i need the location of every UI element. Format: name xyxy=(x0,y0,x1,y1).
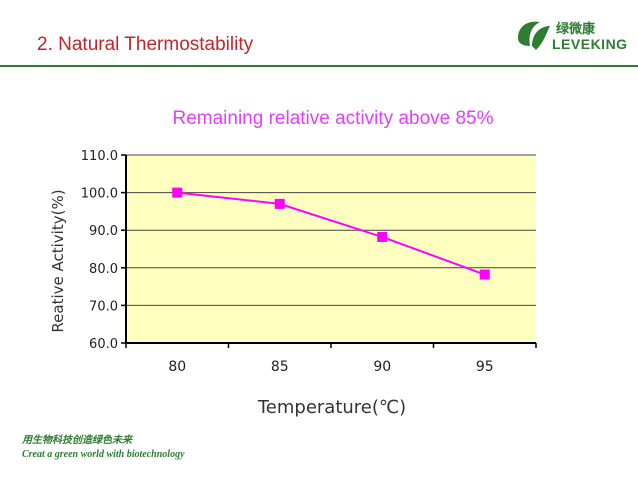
logo-chinese-text: 绿微康 xyxy=(556,22,596,37)
slide-title: 2. Natural Thermostability xyxy=(37,34,254,55)
data-point-marker xyxy=(274,198,285,209)
series-line xyxy=(177,191,486,276)
logo-english-text: LEVEKING xyxy=(552,36,628,52)
y-tick-label: 80.0 xyxy=(89,262,118,277)
axes xyxy=(125,155,537,348)
plot-area xyxy=(126,155,536,343)
x-tick-label: 90 xyxy=(373,359,391,375)
footer-english-slogan: Creat a green world with biotechnology xyxy=(22,449,185,460)
y-tick-label: 60.0 xyxy=(89,337,118,352)
x-axis-label: Temperature(℃) xyxy=(257,397,406,418)
x-tick-label: 95 xyxy=(476,359,494,375)
chart-title: Remaining relative activity above 85% xyxy=(172,108,493,129)
x-tick-label: 80 xyxy=(168,359,186,375)
y-tick-labels: 60.0 70.0 80.0 90.0 100.0 110.0 xyxy=(81,149,118,352)
data-point-marker xyxy=(172,187,183,198)
data-point-marker xyxy=(377,231,388,242)
y-tick-label: 110.0 xyxy=(81,149,118,164)
x-tick-labels: 80 85 90 95 xyxy=(168,359,493,375)
footer-chinese-slogan: 用生物科技创造绿色未来 xyxy=(22,435,132,446)
x-tick-label: 85 xyxy=(271,359,289,375)
y-tick-label: 70.0 xyxy=(89,299,118,314)
y-tick-label: 100.0 xyxy=(81,187,118,202)
data-markers xyxy=(172,187,490,280)
data-point-marker xyxy=(479,269,490,280)
y-axis-label: Reative Activity(%) xyxy=(49,189,67,332)
header-divider xyxy=(0,65,638,67)
leaf-logo-icon xyxy=(518,21,550,50)
y-tick-label: 90.0 xyxy=(89,224,118,239)
